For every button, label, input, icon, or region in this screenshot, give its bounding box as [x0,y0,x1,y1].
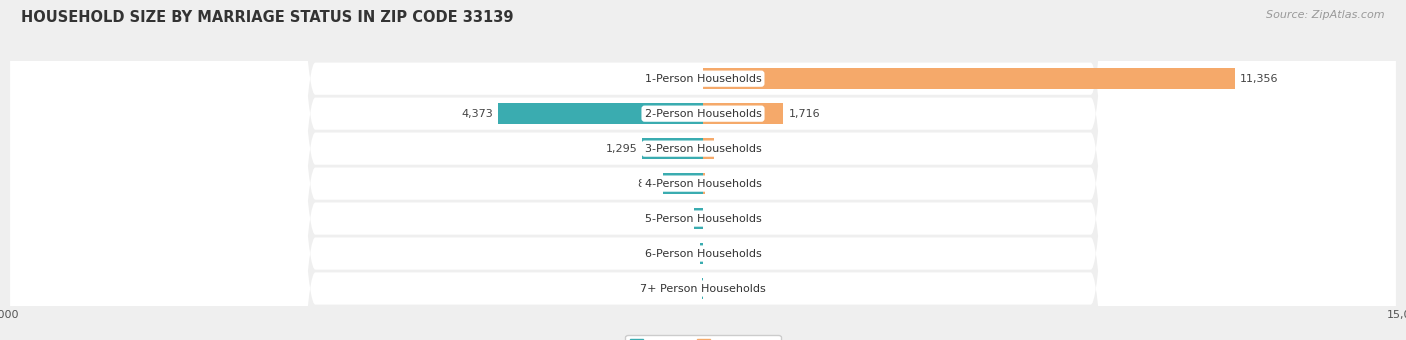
Text: 40: 40 [710,178,724,189]
FancyBboxPatch shape [10,0,1395,340]
Text: 184: 184 [668,214,689,224]
Text: 226: 226 [718,143,740,154]
FancyBboxPatch shape [10,0,1395,340]
Text: 12: 12 [683,284,697,293]
Legend: Family, Nonfamily: Family, Nonfamily [626,335,780,340]
Text: 7+ Person Households: 7+ Person Households [640,284,766,293]
FancyBboxPatch shape [10,0,1395,340]
Bar [700,243,703,264]
Bar [703,103,783,124]
Bar [703,68,1236,89]
Text: 3-Person Households: 3-Person Households [644,143,762,154]
FancyBboxPatch shape [10,0,1395,340]
Text: 5-Person Households: 5-Person Households [644,214,762,224]
FancyBboxPatch shape [10,0,1395,340]
Text: 1-Person Households: 1-Person Households [644,74,762,84]
Bar [695,208,703,229]
Bar [664,173,703,194]
Text: 4-Person Households: 4-Person Households [644,178,762,189]
Text: 61: 61 [682,249,695,258]
Bar [643,138,703,159]
Text: Source: ZipAtlas.com: Source: ZipAtlas.com [1267,10,1385,20]
Text: 6-Person Households: 6-Person Households [644,249,762,258]
Bar [703,173,704,194]
Text: 850: 850 [637,178,658,189]
FancyBboxPatch shape [10,0,1395,340]
Text: 1,716: 1,716 [789,109,820,119]
Bar [703,138,714,159]
Text: 1,295: 1,295 [606,143,637,154]
FancyBboxPatch shape [10,0,1395,340]
Text: 2-Person Households: 2-Person Households [644,109,762,119]
Text: 11,356: 11,356 [1240,74,1278,84]
Text: 4,373: 4,373 [461,109,494,119]
Bar [498,103,703,124]
Text: HOUSEHOLD SIZE BY MARRIAGE STATUS IN ZIP CODE 33139: HOUSEHOLD SIZE BY MARRIAGE STATUS IN ZIP… [21,10,513,25]
